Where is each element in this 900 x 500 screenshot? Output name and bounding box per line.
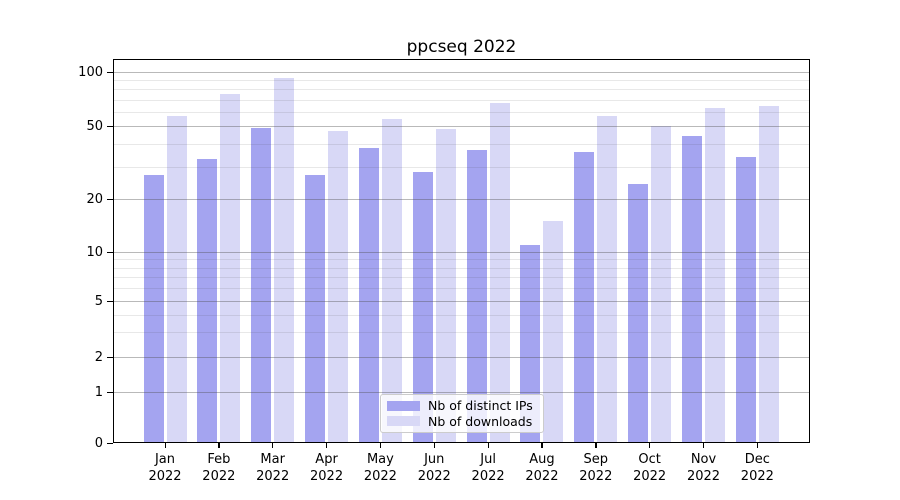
bar-distinct-ips-apr bbox=[305, 175, 326, 443]
y-tick bbox=[107, 71, 113, 73]
x-tick bbox=[703, 443, 705, 448]
gridline-major bbox=[114, 392, 809, 393]
bar-downloads-sep bbox=[597, 115, 618, 443]
x-tick bbox=[756, 443, 759, 448]
x-tick-label: Mar 2022 bbox=[256, 452, 290, 484]
y-tick bbox=[107, 391, 113, 393]
y-tick bbox=[107, 251, 113, 253]
bar-distinct-ips-nov bbox=[682, 136, 702, 443]
bar-distinct-ips-feb bbox=[197, 159, 218, 443]
gridline-major bbox=[114, 357, 809, 358]
legend: Nb of distinct IPs Nb of downloads bbox=[380, 394, 544, 433]
legend-swatch-downloads bbox=[387, 416, 420, 427]
x-tick-label: Sep 2022 bbox=[579, 452, 613, 484]
gridline-minor bbox=[114, 288, 809, 290]
gridline-minor bbox=[114, 111, 809, 113]
bar-downloads-jan bbox=[166, 115, 187, 443]
x-tick bbox=[433, 443, 436, 448]
y-tick bbox=[107, 125, 113, 127]
x-tick-label: Oct 2022 bbox=[633, 452, 667, 484]
bar-distinct-ips-may bbox=[358, 147, 379, 443]
bar-distinct-ips-oct bbox=[628, 184, 649, 443]
gridline-major bbox=[114, 126, 809, 127]
bar-downloads-feb bbox=[220, 94, 241, 443]
y-tick bbox=[107, 300, 113, 302]
gridline-minor bbox=[114, 89, 809, 91]
bar-downloads-jul bbox=[489, 103, 510, 443]
x-tick bbox=[487, 443, 489, 448]
bar-distinct-ips-dec bbox=[735, 156, 756, 443]
chart-title: ppcseq 2022 bbox=[406, 37, 517, 57]
gridline-major bbox=[114, 72, 809, 73]
legend-label-distinct-ips: Nb of distinct IPs bbox=[428, 398, 533, 414]
gridline-major bbox=[114, 301, 809, 302]
legend-item-downloads: Nb of downloads bbox=[387, 414, 537, 429]
bar-distinct-ips-mar bbox=[251, 127, 272, 443]
legend-label-downloads: Nb of downloads bbox=[428, 413, 533, 429]
x-tick bbox=[595, 443, 597, 448]
x-tick-label: Nov 2022 bbox=[686, 452, 721, 484]
gridline-major bbox=[114, 199, 809, 200]
gridline-minor bbox=[114, 277, 809, 279]
x-tick bbox=[649, 443, 651, 448]
y-tick-label: 0 bbox=[94, 435, 103, 451]
gridline-minor bbox=[114, 99, 809, 101]
gridline-minor bbox=[114, 332, 809, 334]
bar-downloads-jun bbox=[435, 129, 456, 443]
y-tick bbox=[107, 198, 113, 200]
y-tick-label: 1 bbox=[94, 384, 103, 400]
x-tick-label: Apr 2022 bbox=[310, 452, 344, 484]
x-tick-label: Jun 2022 bbox=[417, 452, 451, 484]
y-tick-label: 50 bbox=[86, 118, 103, 134]
bar-downloads-aug bbox=[543, 220, 564, 443]
y-tick-label: 100 bbox=[78, 64, 103, 80]
bar-distinct-ips-sep bbox=[574, 152, 595, 443]
x-tick-label: Aug 2022 bbox=[525, 452, 559, 484]
bar-downloads-dec bbox=[758, 105, 779, 443]
gridline-minor bbox=[114, 166, 809, 168]
x-tick-label: Jan 2022 bbox=[148, 452, 182, 484]
gridline-major bbox=[114, 252, 809, 253]
bar-distinct-ips-jan bbox=[143, 175, 164, 443]
x-tick bbox=[218, 443, 220, 448]
x-tick-label: Feb 2022 bbox=[202, 452, 236, 484]
bar-distinct-ips-jun bbox=[412, 172, 433, 443]
bar-downloads-nov bbox=[705, 107, 725, 443]
bar-downloads-mar bbox=[274, 77, 295, 443]
gridline-minor bbox=[114, 259, 809, 261]
gridline-minor bbox=[114, 267, 809, 269]
bar-distinct-ips-aug bbox=[520, 244, 541, 443]
y-tick-label: 2 bbox=[94, 349, 103, 365]
x-tick-label: Dec 2022 bbox=[740, 452, 774, 484]
bar-downloads-may bbox=[381, 118, 402, 443]
x-tick-label: May 2022 bbox=[363, 452, 397, 484]
y-tick-label: 10 bbox=[86, 244, 103, 260]
bar-distinct-ips-jul bbox=[466, 149, 487, 443]
gridline-minor bbox=[114, 80, 809, 82]
legend-item-distinct-ips: Nb of distinct IPs bbox=[387, 398, 537, 413]
legend-swatch-distinct-ips bbox=[387, 400, 420, 411]
bar-downloads-oct bbox=[651, 126, 672, 443]
y-tick-label: 20 bbox=[86, 191, 103, 207]
x-tick bbox=[272, 443, 274, 448]
gridline-minor bbox=[114, 314, 809, 316]
x-tick bbox=[326, 443, 328, 448]
y-tick-label: 5 bbox=[94, 293, 103, 309]
x-tick bbox=[541, 443, 543, 448]
gridline-minor bbox=[114, 143, 809, 145]
bar-downloads-apr bbox=[328, 130, 349, 443]
x-tick-label: Jul 2022 bbox=[471, 452, 505, 484]
x-tick bbox=[379, 443, 382, 448]
y-tick bbox=[107, 356, 113, 358]
x-tick bbox=[164, 443, 166, 448]
y-tick bbox=[107, 442, 113, 444]
